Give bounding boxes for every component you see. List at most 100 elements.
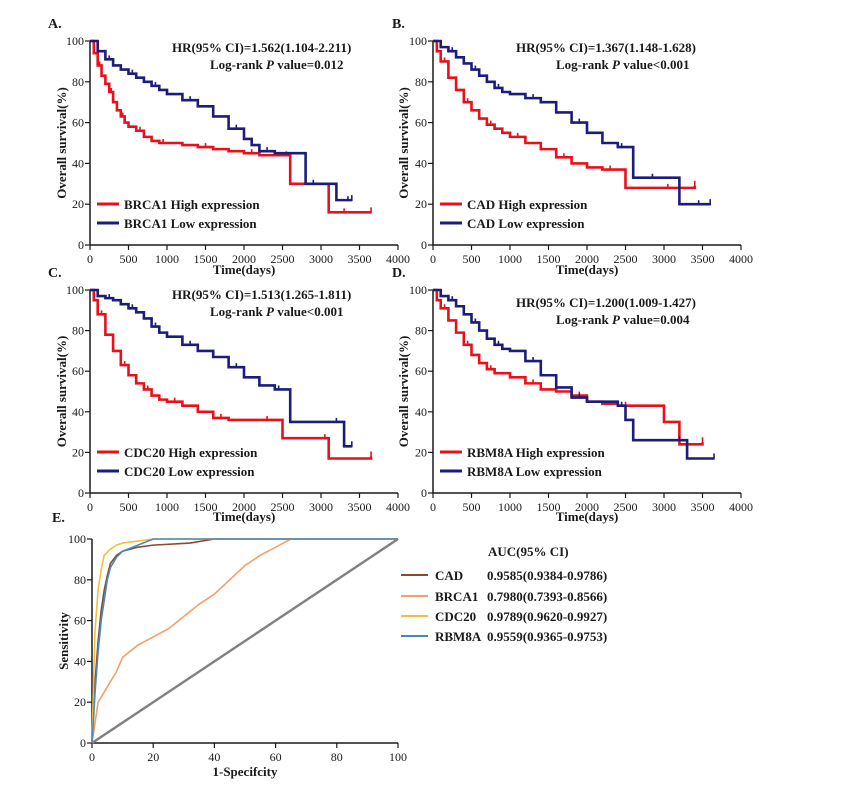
y-tick-label-c: 60 bbox=[72, 364, 84, 378]
x-tick-label-b: 2500 bbox=[614, 252, 638, 266]
km-panel-c: C. HR(95% CI)=1.513(1.265-1.811) Log-ran… bbox=[48, 266, 410, 524]
x-tick-label-d: 2000 bbox=[575, 500, 599, 514]
x-tick-label-b: 1000 bbox=[498, 252, 522, 266]
y-tick-label-b: 100 bbox=[409, 34, 427, 48]
hr-text-c: HR(95% CI)=1.513(1.265-1.811) bbox=[172, 287, 351, 302]
y-tick-label-c: 80 bbox=[72, 324, 84, 338]
y-tick-label-c: 20 bbox=[72, 445, 84, 459]
y-tick-label-d: 100 bbox=[409, 283, 427, 297]
x-tick-label-d: 3500 bbox=[691, 500, 715, 514]
roc-curve-cdc20-e bbox=[91, 538, 398, 744]
y-tick-label-c: 100 bbox=[66, 283, 84, 297]
axes-e: 0 20 40 60 80 100 0 20 40 60 80 100 1-Specifcity Sens… bbox=[56, 532, 407, 779]
x-tick-label-d: 0 bbox=[430, 500, 436, 514]
legend-label-low-b: CAD Low expression bbox=[467, 216, 585, 231]
y-tick-label-d: 40 bbox=[415, 405, 427, 419]
panel-label-b: B. bbox=[392, 17, 405, 32]
roc-curve-reference-e bbox=[91, 538, 399, 744]
axes-b: 0 500 1000 1500 2000 2500 3000 3500 4000 0 20 40 60 8… bbox=[396, 34, 753, 277]
km-curve-rbm8a-high-expression-d bbox=[433, 288, 704, 446]
x-tick-label-b: 3500 bbox=[691, 252, 715, 266]
roc-legend-name-cad: CAD bbox=[435, 568, 463, 583]
auc-legend-title: AUC(95% CI) bbox=[488, 544, 569, 559]
x-tick-label-c: 0 bbox=[87, 500, 93, 514]
x-tick-label-c: 2500 bbox=[271, 500, 295, 514]
km-curve-cdc20-low-expression-c bbox=[90, 288, 352, 448]
y-tick-label-b: 80 bbox=[415, 75, 427, 89]
roc-legend: CAD 0.9585(0.9384-0.9786) BRCA1 0.7980(0… bbox=[401, 568, 607, 644]
x-tick-label-c: 3500 bbox=[348, 500, 372, 514]
x-tick-label-d: 1500 bbox=[537, 500, 561, 514]
y-tick-label-e: 0 bbox=[80, 736, 86, 750]
y-axis-title-b: Overall survival(%) bbox=[396, 87, 411, 199]
km-curve-cad-low-expression-b bbox=[433, 39, 711, 206]
panel-label-a: A. bbox=[48, 17, 62, 32]
y-tick-label-a: 80 bbox=[72, 75, 84, 89]
x-tick-label-c: 3000 bbox=[309, 500, 333, 514]
roc-panel-e: E. AUC(95% CI) CAD 0.9585(0.9384-0.9786)… bbox=[52, 511, 607, 779]
x-axis-title-d: Time(days) bbox=[556, 509, 619, 524]
x-tick-label-a: 2000 bbox=[232, 252, 256, 266]
km-panel-b: B. HR(95% CI)=1.367(1.148-1.628) Log-ran… bbox=[392, 17, 753, 277]
y-axis-title-c: Overall survival(%) bbox=[54, 336, 69, 448]
x-tick-label-e: 60 bbox=[270, 750, 282, 764]
y-tick-label-a: 20 bbox=[72, 197, 84, 211]
x-axis-title-e: 1-Specifcity bbox=[213, 764, 278, 779]
y-tick-label-e: 80 bbox=[74, 573, 86, 587]
x-tick-label-c: 4000 bbox=[386, 500, 410, 514]
km-curve-brca1-low-expression-a bbox=[90, 39, 352, 202]
km-curve-cdc20-high-expression-c bbox=[90, 288, 373, 460]
logrank-text-a: Log-rank P value=0.012 bbox=[210, 57, 343, 72]
y-tick-label-a: 100 bbox=[66, 34, 84, 48]
y-tick-label-d: 80 bbox=[415, 324, 427, 338]
x-tick-label-a: 4000 bbox=[386, 252, 410, 266]
y-tick-label-c: 0 bbox=[78, 486, 84, 500]
x-axis-title-b: Time(days) bbox=[556, 262, 619, 277]
legend-b: CAD High expression CAD Low expression bbox=[440, 197, 588, 231]
x-tick-label-c: 1000 bbox=[155, 500, 179, 514]
x-tick-label-d: 500 bbox=[463, 500, 481, 514]
x-tick-label-a: 3000 bbox=[309, 252, 333, 266]
axes-c: 0 500 1000 1500 2000 2500 3000 3500 4000 0 20 40 60 8… bbox=[54, 283, 410, 524]
legend-label-high-b: CAD High expression bbox=[467, 197, 588, 212]
x-tick-label-a: 0 bbox=[87, 252, 93, 266]
legend-label-high-c: CDC20 High expression bbox=[124, 445, 258, 460]
x-tick-label-e: 80 bbox=[331, 750, 343, 764]
y-tick-label-b: 20 bbox=[415, 197, 427, 211]
legend-label-low-d: RBM8A Low expression bbox=[467, 464, 603, 479]
hr-text-a: HR(95% CI)=1.562(1.104-2.211) bbox=[172, 40, 351, 55]
x-axis-title-a: Time(days) bbox=[213, 262, 276, 277]
x-tick-label-a: 3500 bbox=[348, 252, 372, 266]
x-tick-label-e: 100 bbox=[389, 750, 407, 764]
y-tick-label-e: 100 bbox=[68, 532, 86, 546]
roc-legend-name-brca1: BRCA1 bbox=[435, 589, 478, 604]
y-tick-label-b: 40 bbox=[415, 156, 427, 170]
x-tick-label-d: 3000 bbox=[652, 500, 676, 514]
y-tick-label-b: 60 bbox=[415, 116, 427, 130]
x-tick-label-b: 3000 bbox=[652, 252, 676, 266]
y-axis-title-e: Sensitivity bbox=[56, 612, 71, 670]
roc-curve-brca1-e bbox=[91, 538, 398, 744]
legend-a: BRCA1 High expression BRCA1 Low expressi… bbox=[97, 197, 260, 231]
logrank-text-d: Log-rank P value=0.004 bbox=[556, 312, 690, 327]
y-tick-label-e: 60 bbox=[74, 614, 86, 628]
y-tick-label-c: 40 bbox=[72, 405, 84, 419]
y-tick-label-d: 0 bbox=[421, 486, 427, 500]
y-tick-label-a: 60 bbox=[72, 116, 84, 130]
hr-text-b: HR(95% CI)=1.367(1.148-1.628) bbox=[516, 40, 696, 55]
legend-d: RBM8A High expression RBM8A Low expressi… bbox=[440, 445, 605, 479]
y-tick-label-e: 20 bbox=[74, 695, 86, 709]
panel-label-c: C. bbox=[48, 266, 62, 281]
roc-legend-name-rbm8a: RBM8A bbox=[435, 629, 482, 644]
x-tick-label-d: 1000 bbox=[498, 500, 522, 514]
x-tick-label-a: 2500 bbox=[271, 252, 295, 266]
axes-a: 0 500 1000 1500 2000 2500 3000 3500 4000 0 20 40 60 8… bbox=[54, 34, 410, 277]
roc-legend-auc-rbm8a: 0.9559(0.9365-0.9753) bbox=[487, 629, 607, 644]
legend-label-low-c: CDC20 Low expression bbox=[124, 464, 255, 479]
x-tick-label-b: 4000 bbox=[729, 252, 753, 266]
x-tick-label-c: 500 bbox=[120, 500, 138, 514]
x-tick-label-c: 1500 bbox=[194, 500, 218, 514]
x-tick-label-c: 2000 bbox=[232, 500, 256, 514]
y-tick-label-a: 40 bbox=[72, 156, 84, 170]
legend-label-low-a: BRCA1 Low expression bbox=[124, 216, 257, 231]
